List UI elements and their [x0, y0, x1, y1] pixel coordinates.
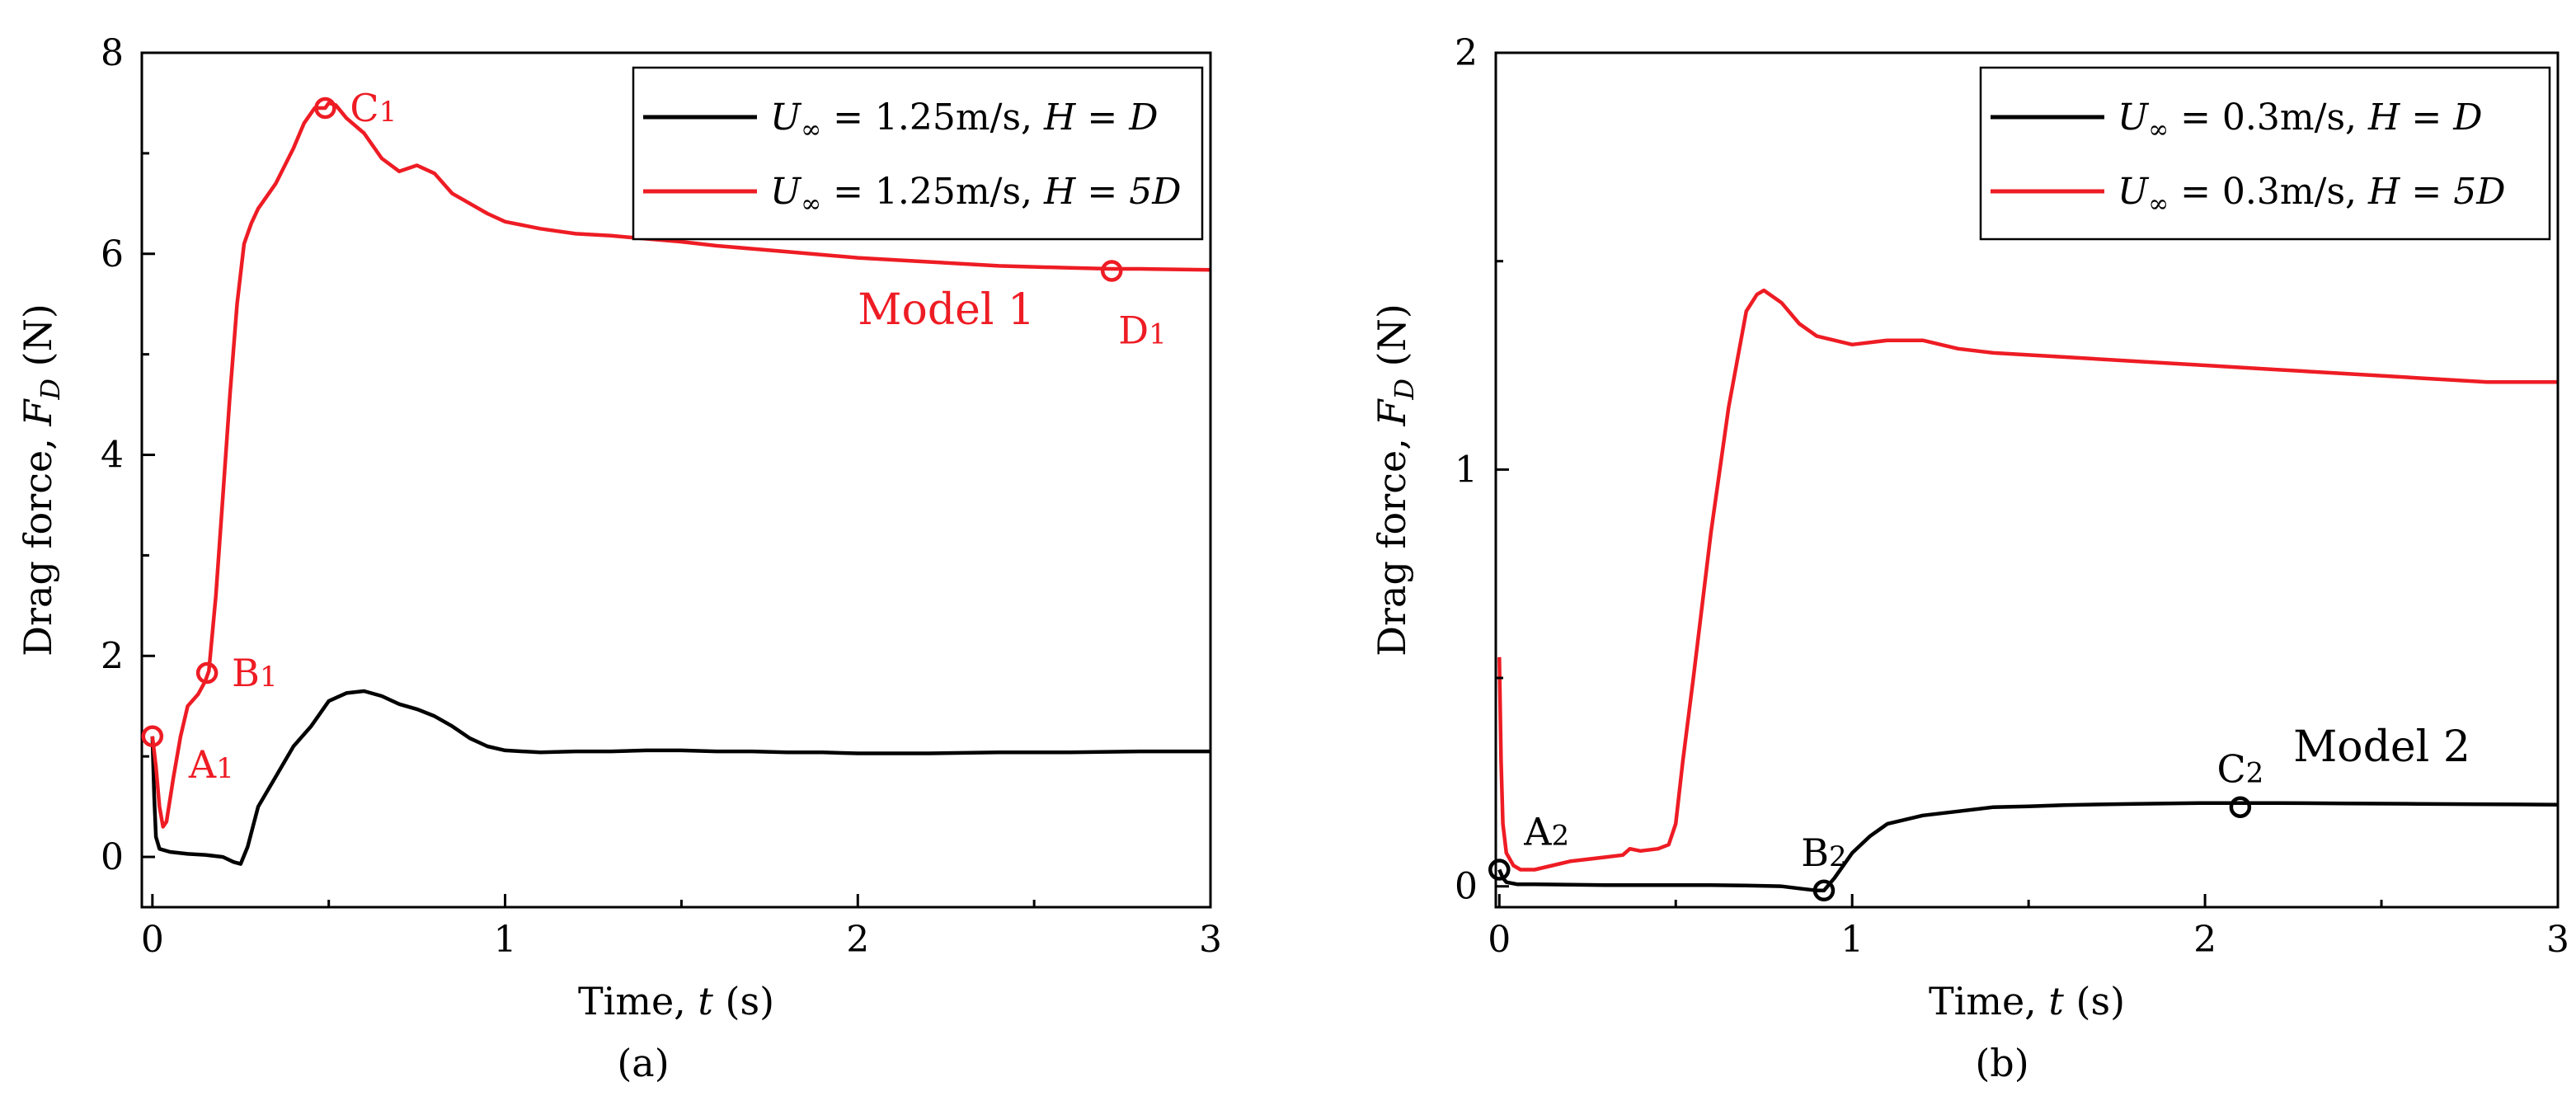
chart-a-marker-label-b1: B1 [232, 651, 277, 695]
panel-a-chart: 0 1 2 3 0 2 4 6 8 Time, t (s) Drag force, FD (N) U∞… [16, 32, 1222, 1085]
chart-a-y-tick-label: 4 [101, 435, 124, 477]
chart-a-y-tick-label: 0 [101, 836, 124, 878]
chart-b-marker-a2 [1488, 859, 1511, 881]
chart-b-series-2-line [1497, 288, 2558, 872]
chart-b-marker-label-b2: B2 [1801, 830, 1846, 875]
chart-a-x-tick-label: 2 [846, 919, 869, 961]
chart-a-marker-c1 [314, 96, 336, 120]
chart-b-y-axis-label: Drag force, FD (N) [1370, 303, 1420, 656]
chart-a-y-axis-label: Drag force, FD (N) [16, 303, 66, 656]
chart-a-annotation-1: Model 1 [858, 285, 1035, 335]
chart-a-y-tick-label: 6 [101, 233, 124, 275]
chart-a-series-2-line [150, 101, 1210, 829]
chart-a-marker-b1 [195, 661, 219, 685]
chart-a-axes-frame [140, 51, 1212, 909]
chart-b-y-tick-label: 0 [1455, 866, 1478, 908]
chart-a-x-axis-label: Time, t (s) [578, 979, 774, 1023]
chart-a-marker-d1 [1100, 260, 1123, 282]
chart-b-y-tick-label: 2 [1455, 32, 1478, 74]
chart-b-marker-label-c2: C2 [2216, 747, 2263, 792]
chart-a-marker-label-a1: A1 [188, 742, 234, 787]
chart-a-marker-a1 [141, 725, 164, 748]
chart-a-legend-box [632, 66, 1204, 241]
chart-b-legend-label-1: U∞ = 0.3m/s, H = D [2118, 96, 2483, 144]
chart-a-legend-label-2: U∞ = 1.25m/s, H = 5D [770, 171, 1182, 219]
chart-b-legend-label-2: U∞ = 0.3m/s, H = 5D [2118, 171, 2506, 219]
chart-b-x-tick-label: 1 [1840, 919, 1864, 961]
chart-b-legend-box [1979, 66, 2551, 241]
chart-b-axes-frame [1494, 51, 2560, 909]
chart-a-marker-label-c1: C1 [350, 86, 397, 130]
chart-a-marker-label-d1: D1 [1118, 308, 1167, 352]
chart-b-y-tick-label: 1 [1455, 449, 1478, 491]
chart-b-marker-label-a2: A2 [1523, 810, 1569, 854]
chart-b-series-1-line [1497, 801, 2558, 893]
chart-a-x-tick-label: 0 [141, 919, 164, 961]
chart-a-x-tick-label: 3 [1199, 919, 1222, 961]
chart-a-legend-label-1: U∞ = 1.25m/s, H = D [770, 96, 1159, 144]
chart-b-marker-b2 [1812, 879, 1836, 902]
chart-b-x-tick-label: 0 [1488, 919, 1511, 961]
chart-b-annotation-1: Model 2 [2293, 722, 2470, 772]
chart-a-series-1-line [150, 689, 1210, 866]
chart-a-panel-label: (a) [617, 1041, 669, 1085]
chart-b-x-axis-label: Time, t (s) [1929, 979, 2125, 1023]
chart-a-y-tick-label: 2 [101, 635, 124, 677]
chart-a-x-tick-label: 1 [494, 919, 517, 961]
chart-b-legend: U∞ = 0.3m/s, H = D U∞ = 0.3m/s, H = 5D [1979, 66, 2551, 241]
panel-b-chart: 0 1 2 3 0 1 2 Time, t (s) Drag force, FD (N) U∞ =… [1370, 32, 2569, 1085]
chart-b-marker-c2 [2229, 796, 2252, 818]
chart-b-x-tick-label: 2 [2193, 919, 2216, 961]
chart-b-panel-label: (b) [1975, 1041, 2028, 1085]
chart-a-y-tick-label: 8 [101, 32, 124, 74]
chart-a-legend: U∞ = 1.25m/s, H = D U∞ = 1.25m/s, H = 5D [632, 66, 1204, 241]
chart-b-x-tick-label: 3 [2546, 919, 2569, 961]
